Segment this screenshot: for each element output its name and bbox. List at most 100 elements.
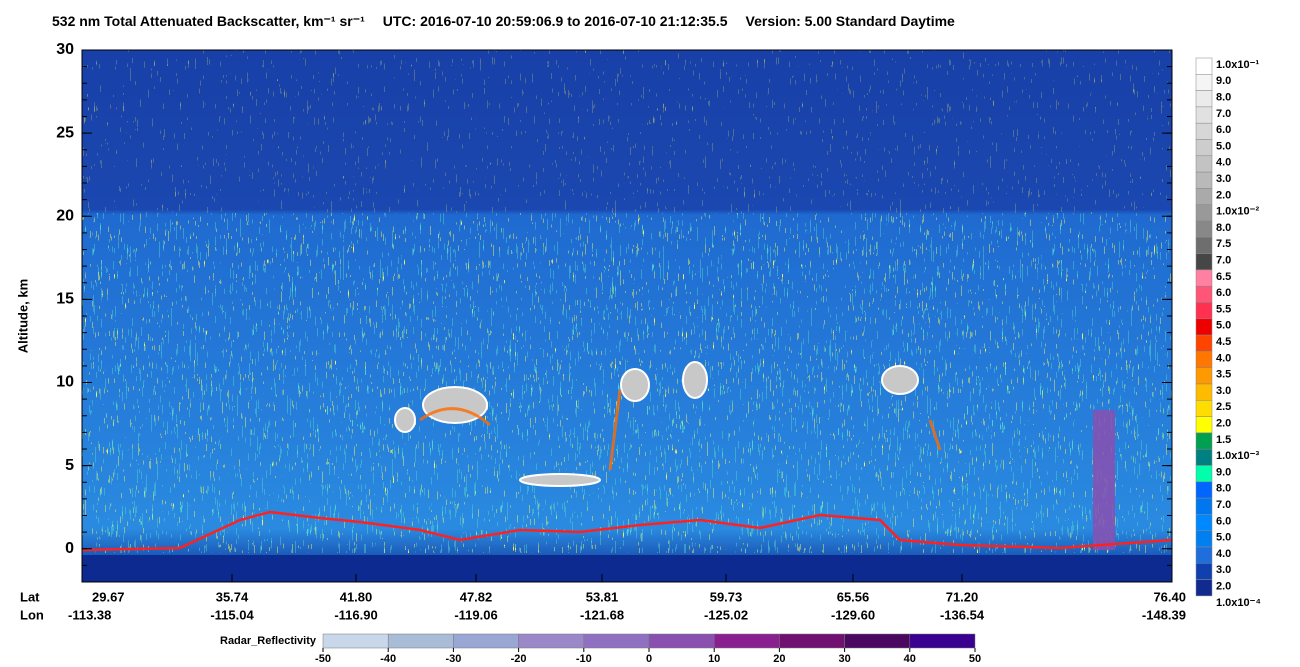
colorbar-swatch bbox=[1195, 237, 1213, 254]
colorbar-swatch bbox=[1195, 318, 1213, 336]
colorbar-swatch bbox=[1195, 432, 1213, 450]
colorbar-label: 2.0 bbox=[1216, 418, 1231, 430]
radar-tick-label: -10 bbox=[576, 653, 592, 665]
colorbar-swatch bbox=[1195, 106, 1213, 124]
y-tick-label: 20 bbox=[56, 207, 74, 224]
radar-swatch bbox=[779, 633, 845, 649]
y-tick-label: 0 bbox=[65, 540, 74, 557]
colorbar-swatch bbox=[1195, 497, 1213, 515]
radar-tick-label: 30 bbox=[838, 653, 850, 665]
colorbar-swatch bbox=[1195, 416, 1213, 434]
radar-swatch bbox=[322, 633, 389, 649]
lat-tick-label: 35.74 bbox=[216, 589, 249, 604]
colorbar-label: 4.5 bbox=[1216, 336, 1231, 348]
title-product: 532 nm Total Attenuated Backscatter, km⁻… bbox=[52, 13, 365, 29]
lat-tick-label: 65.56 bbox=[837, 589, 870, 604]
radar-swatch bbox=[583, 633, 650, 649]
colorbar-label: 5.0 bbox=[1216, 140, 1231, 152]
lon-tick-label: -121.68 bbox=[580, 607, 624, 622]
colorbar-label: 2.0 bbox=[1216, 189, 1231, 201]
colorbar-swatch bbox=[1195, 122, 1213, 140]
colorbar-swatch bbox=[1195, 253, 1213, 271]
colorbar-label: 4.0 bbox=[1216, 548, 1231, 560]
colorbar-label: 6.0 bbox=[1216, 515, 1231, 527]
colorbar-label: 5.0 bbox=[1216, 320, 1231, 332]
radar-tick-label: 40 bbox=[904, 653, 916, 665]
radar-tick-label: -30 bbox=[445, 653, 461, 665]
lon-tick-label: -115.04 bbox=[210, 607, 254, 622]
colorbar-label: 3.0 bbox=[1216, 564, 1231, 576]
colorbar-label: 7.0 bbox=[1216, 108, 1231, 120]
colorbar-label: 4.0 bbox=[1216, 352, 1231, 364]
colorbar-swatch bbox=[1195, 465, 1213, 483]
colorbar-label: 1.0x10⁻¹ bbox=[1216, 59, 1259, 71]
radar-swatch bbox=[648, 633, 715, 649]
colorbar-label: 1.0x10⁻³ bbox=[1216, 450, 1259, 462]
title-version: Version: 5.00 Standard Daytime bbox=[746, 13, 956, 29]
radar-tick-label: 20 bbox=[773, 653, 785, 665]
lat-tick-label: 59.73 bbox=[710, 589, 743, 604]
lon-tick-label: -148.39 bbox=[1142, 607, 1186, 622]
colorbar-label: 7.0 bbox=[1216, 499, 1231, 511]
colorbar-swatch bbox=[1195, 74, 1213, 91]
lon-tick-label: -119.06 bbox=[454, 607, 497, 622]
chart-title: 532 nm Total Attenuated Backscatter, km⁻… bbox=[52, 13, 955, 29]
colorbar-swatch bbox=[1195, 579, 1213, 597]
colorbar-swatch bbox=[1195, 334, 1213, 352]
y-tick-label: 15 bbox=[56, 291, 74, 308]
radar-tick-label: -20 bbox=[511, 653, 527, 665]
lat-tick-label: 47.82 bbox=[460, 589, 493, 604]
lon-tick-label: -125.02 bbox=[704, 607, 748, 622]
lon-tick-label: -129.60 bbox=[831, 607, 875, 622]
colorbar-swatch bbox=[1195, 383, 1213, 401]
radar-tick-label: 50 bbox=[969, 653, 981, 665]
y-tick-label: 10 bbox=[56, 374, 74, 391]
colorbar-swatch bbox=[1195, 514, 1213, 531]
lon-tick-label: -136.54 bbox=[940, 607, 985, 622]
colorbar-label: 3.0 bbox=[1216, 385, 1231, 397]
colorbar-label: 6.0 bbox=[1216, 287, 1231, 299]
lon-tick-label: -116.90 bbox=[334, 607, 377, 622]
radar-tick-label: -50 bbox=[315, 653, 331, 665]
colorbar-swatch bbox=[1195, 171, 1213, 189]
lat-tick-label: 76.40 bbox=[1153, 589, 1186, 604]
radar-tick-label: 10 bbox=[708, 653, 720, 665]
colorbar-label: 9.0 bbox=[1216, 75, 1231, 87]
colorbar-swatch bbox=[1195, 90, 1213, 108]
colorbar-label: 1.0x10⁻² bbox=[1216, 206, 1259, 218]
colorbar-swatch bbox=[1195, 204, 1213, 222]
colorbar-label: 5.0 bbox=[1216, 532, 1231, 544]
colorbar-swatch bbox=[1195, 220, 1213, 238]
colorbar-label: 5.5 bbox=[1216, 303, 1231, 315]
colorbar-swatch bbox=[1195, 367, 1213, 385]
colorbar-swatch bbox=[1195, 448, 1213, 466]
colorbar-label: 1.0x10⁻⁴ bbox=[1216, 597, 1261, 609]
colorbar-swatch bbox=[1195, 400, 1213, 417]
title-utc: UTC: 2016-07-10 20:59:06.9 to 2016-07-10… bbox=[383, 13, 728, 29]
colorbar-label: 8.0 bbox=[1216, 222, 1231, 234]
lon-tick-label: -113.38 bbox=[68, 607, 111, 622]
radar-tick-label: 0 bbox=[646, 653, 652, 665]
lat-tick-label: 41.80 bbox=[340, 589, 373, 604]
colorbar-swatch bbox=[1195, 188, 1213, 205]
colorbar-label: 7.0 bbox=[1216, 255, 1231, 267]
colorbar-swatch bbox=[1195, 302, 1213, 320]
radar-swatch bbox=[387, 633, 454, 649]
colorbar-swatch bbox=[1195, 563, 1213, 580]
lat-tick-label: 29.67 bbox=[92, 589, 125, 604]
colorbar-label: 7.5 bbox=[1216, 238, 1231, 250]
colorbar-label: 8.0 bbox=[1216, 92, 1231, 104]
radar-swatch bbox=[518, 633, 585, 649]
colorbar-label: 6.5 bbox=[1216, 271, 1231, 283]
colorbar-swatch bbox=[1195, 481, 1213, 499]
colorbar-swatch bbox=[1195, 139, 1213, 157]
colorbar-label: 3.0 bbox=[1216, 173, 1231, 185]
radar-swatch bbox=[713, 633, 780, 649]
colorbar-swatch bbox=[1195, 269, 1213, 287]
colorbar-label: 9.0 bbox=[1216, 466, 1231, 478]
radar-tick-label: -40 bbox=[380, 653, 396, 665]
y-tick-label: 30 bbox=[56, 41, 74, 58]
y-axis-label: Altitude, km bbox=[15, 279, 30, 353]
